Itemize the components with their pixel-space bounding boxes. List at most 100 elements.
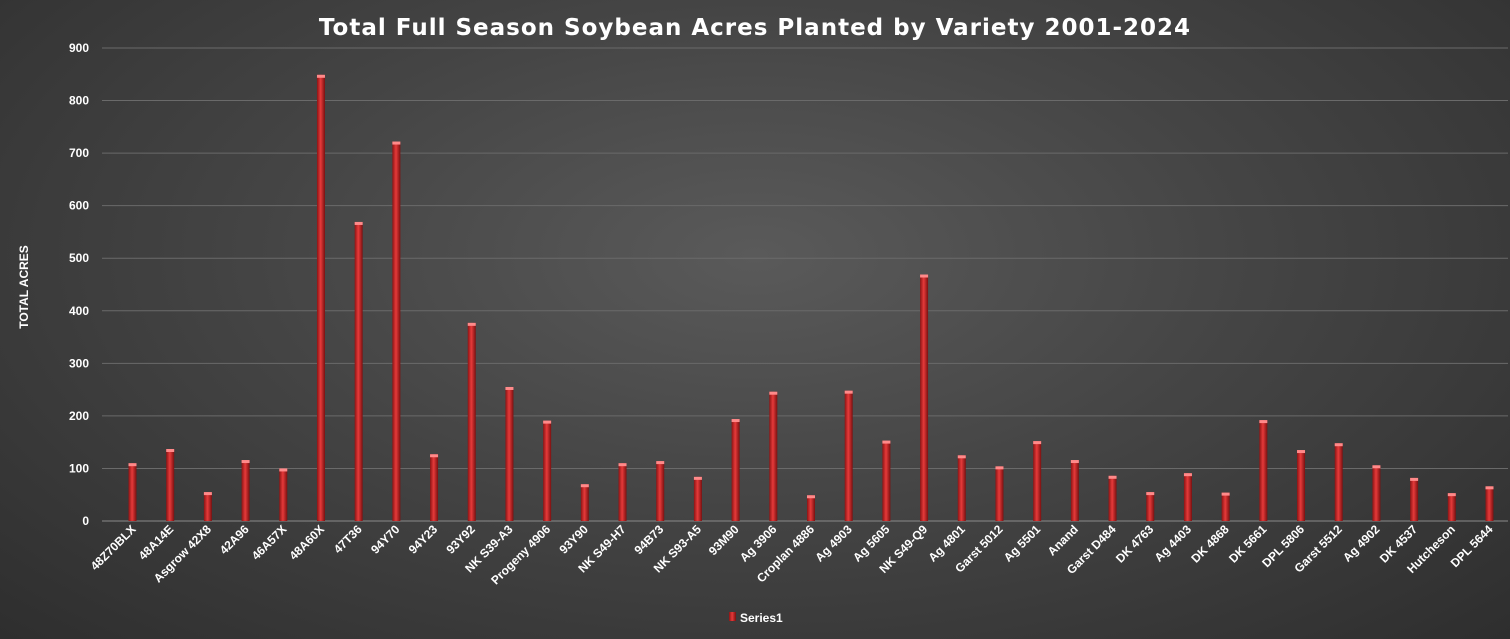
x-tick-label: 94B73: [631, 522, 666, 557]
bar-top: [1485, 486, 1494, 490]
bar: [505, 386, 514, 521]
bar-top: [580, 484, 589, 488]
bar-top: [430, 454, 439, 458]
bar: [844, 390, 853, 521]
bar-top: [1334, 443, 1343, 447]
bar: [1183, 473, 1192, 521]
bar-top: [128, 463, 137, 467]
bar: [1447, 493, 1456, 521]
bar-top: [166, 448, 175, 452]
bar: [618, 463, 627, 521]
x-tick-label: 93M90: [706, 522, 742, 558]
bar: [1033, 441, 1042, 521]
bar-top: [279, 468, 288, 472]
bar-top: [882, 440, 891, 444]
bar: [316, 74, 325, 521]
bar-top: [844, 390, 853, 394]
y-tick-label: 100: [69, 461, 89, 475]
y-tick-label: 200: [69, 409, 89, 423]
x-tick-label: 48Z70BLX: [88, 522, 139, 573]
bar: [430, 454, 439, 521]
bar-top: [467, 322, 476, 326]
bar-top: [354, 221, 363, 225]
x-tick-label: Ag 5501: [1001, 522, 1044, 565]
bar: [467, 322, 476, 521]
legend-swatch: [729, 612, 736, 621]
bar: [995, 466, 1004, 521]
y-tick-label: 800: [69, 94, 89, 108]
bar-top: [693, 476, 702, 480]
bar-top: [1410, 477, 1419, 481]
bar: [807, 495, 815, 521]
x-tick-label: Ag 4903: [812, 522, 855, 565]
x-tick-label: 48A60X: [287, 522, 328, 563]
bar-top: [392, 141, 401, 145]
chart-title: Total Full Season Soybean Acres Planted …: [319, 15, 1191, 41]
y-tick-label: 0: [82, 514, 89, 528]
bar: [769, 391, 778, 521]
bar: [241, 460, 250, 521]
x-tick-label: DK 4763: [1113, 522, 1157, 566]
bar: [1221, 492, 1230, 521]
x-tick-label: 46A57X: [249, 522, 290, 563]
bar: [543, 420, 552, 521]
bar-top: [995, 466, 1004, 470]
y-tick-label: 700: [69, 146, 89, 160]
bar: [1259, 420, 1268, 521]
x-tick-label: 94Y23: [406, 522, 441, 557]
bar: [693, 476, 702, 521]
bar: [1146, 492, 1155, 521]
bar: [882, 440, 891, 521]
gridlines: [102, 47, 1508, 522]
bar: [1334, 443, 1343, 521]
bar-top: [316, 74, 325, 78]
bar: [354, 221, 363, 521]
bar-top: [769, 391, 778, 395]
bar-top: [203, 492, 212, 496]
x-tick-label: 47T36: [331, 522, 365, 556]
bar-top: [920, 274, 929, 278]
y-tick-label: 600: [69, 199, 89, 213]
bar-top: [618, 463, 627, 467]
y-tick-label: 400: [69, 304, 89, 318]
bar: [1108, 475, 1117, 521]
x-tick-label: DK 4868: [1188, 522, 1232, 566]
bar-top: [656, 461, 665, 465]
y-tick-label: 900: [69, 41, 89, 55]
bar: [957, 455, 966, 521]
bar-top: [1372, 465, 1381, 469]
bar: [1297, 450, 1306, 521]
y-tick-label: 300: [69, 356, 89, 370]
bar: [1410, 477, 1419, 521]
bar: [1485, 486, 1494, 521]
x-tick-label: Anand: [1045, 522, 1081, 558]
bar: [656, 461, 665, 521]
bar-top: [1259, 420, 1268, 424]
legend-label-series1: Series1: [740, 611, 783, 625]
bar: [580, 484, 589, 521]
bar-top: [543, 420, 552, 424]
bar-top: [241, 460, 250, 464]
bar: [279, 468, 288, 521]
bar: [166, 448, 175, 521]
bar-top: [807, 495, 815, 499]
bar: [1372, 465, 1381, 521]
bar-top: [1183, 473, 1192, 477]
y-axis-ticks: 0 100 200 300 400 500 600 700 800 900: [69, 41, 89, 528]
bar: [392, 141, 401, 521]
bar-top: [1033, 441, 1042, 445]
bar: [128, 463, 137, 521]
x-tick-label: 93Y92: [443, 522, 478, 557]
y-tick-label: 500: [69, 251, 89, 265]
bar-top: [957, 455, 966, 459]
x-tick-label: 94Y70: [368, 522, 403, 557]
bar-top: [1108, 475, 1117, 479]
bar-top: [731, 419, 740, 423]
x-tick-label: 93Y90: [557, 522, 592, 557]
bar-top: [1070, 460, 1079, 464]
bar-top: [1447, 493, 1456, 497]
x-tick-label: 42A96: [217, 522, 252, 557]
bar-top: [505, 386, 514, 390]
legend: Series1: [729, 611, 783, 625]
